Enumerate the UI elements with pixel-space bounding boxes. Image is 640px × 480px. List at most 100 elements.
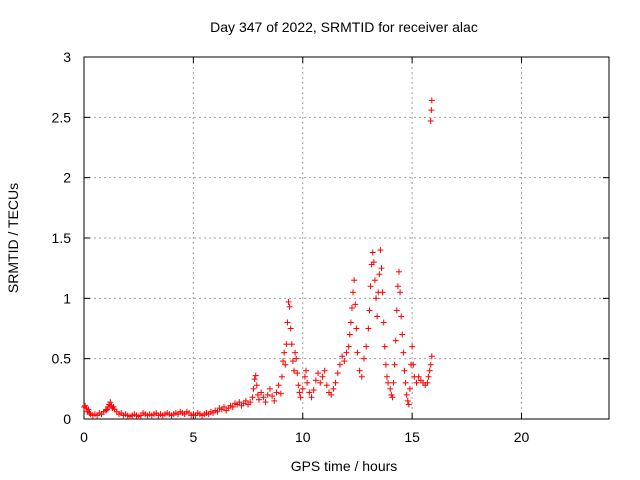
data-point	[391, 361, 398, 368]
data-point	[415, 373, 422, 380]
data-point	[413, 379, 420, 386]
x-tick-label: 10	[295, 429, 311, 445]
data-point	[296, 389, 303, 396]
data-point	[229, 403, 236, 410]
data-point	[285, 298, 292, 305]
data-point	[396, 268, 402, 275]
data-point	[378, 265, 385, 272]
data-point	[251, 376, 258, 383]
data-point	[282, 361, 289, 368]
x-axis-label: GPS time / hours	[291, 458, 398, 474]
data-point	[262, 399, 269, 406]
data-point	[398, 313, 405, 320]
x-tick-label: 15	[404, 429, 420, 445]
y-tick-label: 1	[63, 290, 71, 306]
data-point	[365, 325, 372, 332]
data-point	[428, 97, 435, 104]
data-point	[310, 387, 317, 394]
data-point	[283, 341, 290, 348]
data-point	[252, 372, 259, 379]
data-point	[288, 341, 295, 348]
data-point	[363, 343, 370, 350]
data-point	[297, 394, 304, 401]
data-point	[254, 391, 261, 398]
data-point	[102, 407, 109, 414]
data-point	[397, 289, 404, 296]
data-point	[289, 358, 296, 365]
data-point	[256, 396, 262, 403]
data-point	[214, 408, 221, 415]
data-point	[301, 373, 308, 380]
y-tick-label: 2	[63, 170, 71, 186]
data-point	[330, 385, 337, 392]
x-tick-label: 5	[189, 429, 197, 445]
data-point	[381, 343, 388, 350]
data-point	[299, 385, 306, 392]
data-point	[426, 367, 433, 374]
data-point	[308, 394, 315, 401]
data-point	[347, 319, 354, 326]
grid-lines	[84, 57, 609, 419]
data-point	[406, 385, 413, 392]
data-point	[404, 397, 411, 404]
data-point	[402, 379, 409, 386]
data-point	[409, 343, 416, 350]
data-point	[425, 373, 432, 380]
data-point	[367, 283, 374, 290]
data-point	[260, 394, 267, 401]
data-point	[387, 385, 394, 392]
data-point	[286, 303, 293, 310]
data-point	[275, 382, 282, 389]
data-point	[258, 389, 265, 396]
data-point	[354, 349, 361, 356]
data-point	[390, 379, 397, 386]
data-point	[346, 331, 353, 338]
data-point	[370, 259, 377, 266]
data-point	[269, 393, 276, 400]
data-point	[353, 325, 360, 332]
data-point	[380, 319, 387, 326]
data-point	[394, 283, 401, 290]
data-point	[304, 379, 311, 386]
data-point	[236, 399, 243, 406]
data-point	[377, 247, 384, 254]
data-point	[271, 397, 278, 404]
data-point	[385, 379, 392, 386]
data-point	[250, 385, 257, 392]
data-point	[86, 409, 93, 416]
y-tick-label: 0	[63, 411, 71, 427]
data-point	[332, 379, 339, 386]
data-point	[428, 107, 435, 114]
data-point	[424, 379, 431, 386]
data-point	[352, 301, 359, 308]
data-point	[323, 382, 330, 389]
data-point	[350, 289, 357, 296]
data-point	[399, 331, 406, 338]
data-point	[339, 353, 346, 360]
data-point	[336, 361, 343, 368]
y-tick-label: 1.5	[52, 230, 72, 246]
plot-frame	[83, 56, 610, 420]
data-point	[264, 391, 271, 398]
x-tick-label: 20	[514, 429, 530, 445]
data-point	[334, 370, 341, 377]
data-point	[253, 382, 260, 389]
data-point	[351, 277, 358, 284]
data-point	[287, 325, 294, 332]
data-point	[356, 367, 363, 374]
data-point	[341, 358, 348, 365]
data-point	[306, 389, 313, 396]
data-point	[247, 399, 254, 406]
data-point	[303, 367, 310, 374]
data-point	[373, 295, 380, 302]
data-point	[376, 271, 383, 278]
data-point	[328, 391, 335, 398]
data-point	[382, 361, 389, 368]
data-point	[400, 349, 407, 356]
data-point	[281, 349, 288, 356]
data-point	[221, 403, 227, 410]
chart-title: Day 347 of 2022, SRMTID for receiver ala…	[210, 19, 478, 35]
data-point	[348, 304, 355, 311]
data-point	[317, 379, 324, 386]
